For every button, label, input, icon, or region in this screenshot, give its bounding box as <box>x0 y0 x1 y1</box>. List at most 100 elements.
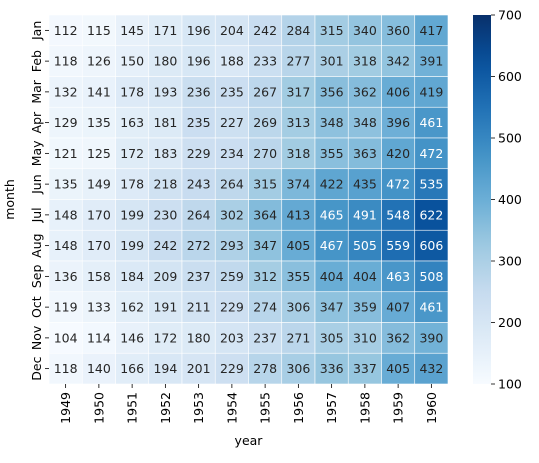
heatmap-cell <box>248 260 283 293</box>
heatmap-cell <box>115 229 150 262</box>
cell-value-label: 465 <box>320 207 344 222</box>
cell-value-label: 461 <box>419 300 443 315</box>
cell-value-label: 306 <box>286 361 310 376</box>
cell-value-label: 172 <box>120 146 144 161</box>
cell-value-label: 406 <box>386 84 410 99</box>
cell-value-label: 119 <box>54 300 78 315</box>
cell-value-label: 171 <box>153 23 177 38</box>
heatmap-cell <box>81 14 116 47</box>
cell-value-label: 267 <box>253 84 277 99</box>
colorbar-tick-label: 700 <box>498 8 522 23</box>
cell-value-label: 191 <box>153 300 177 315</box>
cell-value-label: 218 <box>153 177 177 192</box>
heatmap-cell <box>214 352 249 385</box>
cell-value-label: 203 <box>220 330 244 345</box>
cell-value-label: 194 <box>153 361 177 376</box>
heatmap-cell <box>414 199 449 231</box>
cell-value-label: 348 <box>353 115 377 130</box>
heatmap-cell <box>248 199 283 231</box>
cell-value-label: 199 <box>120 207 144 222</box>
heatmap-cell <box>314 168 349 200</box>
heatmap-cell <box>281 168 316 200</box>
cell-value-label: 121 <box>54 146 78 161</box>
heatmap-cell <box>115 14 150 47</box>
heatmap-cell <box>248 291 283 323</box>
cell-value-label: 277 <box>286 54 310 69</box>
heatmap-cell <box>48 106 83 139</box>
heatmap-cell <box>115 76 150 108</box>
cell-value-label: 318 <box>353 54 377 69</box>
cell-value-label: 229 <box>187 146 211 161</box>
cell-value-label: 360 <box>386 23 410 38</box>
heatmap-cell <box>148 76 183 108</box>
heatmap-cell <box>214 106 249 139</box>
cell-value-label: 622 <box>419 207 443 222</box>
heatmap-cell <box>414 229 449 262</box>
heatmap-cell <box>148 291 183 323</box>
heatmap-cell <box>181 291 216 323</box>
y-axis: Jan Feb Mar Apr May Jun Jul Aug Sep Oct Nov Dec <box>29 21 49 381</box>
heatmap-cell <box>48 260 83 293</box>
cell-value-label: 229 <box>220 361 244 376</box>
cell-value-label: 305 <box>320 330 344 345</box>
cell-value-label: 355 <box>320 146 344 161</box>
cell-value-label: 230 <box>153 207 177 222</box>
heatmap-cell <box>381 106 416 139</box>
cell-value-label: 405 <box>386 361 410 376</box>
cell-value-label: 342 <box>386 54 410 69</box>
heatmap-cell <box>347 14 382 47</box>
y-tick-label: Dec <box>29 356 44 380</box>
cell-value-label: 166 <box>120 361 144 376</box>
cell-value-label: 422 <box>320 177 344 192</box>
y-tick-label: Aug <box>29 233 44 257</box>
cell-value-label: 337 <box>353 361 377 376</box>
heatmap-cell <box>414 322 449 354</box>
cell-value-label: 188 <box>220 54 244 69</box>
heatmap-cell <box>214 168 249 200</box>
cell-value-label: 272 <box>187 238 211 253</box>
heatmap-cell <box>214 14 249 47</box>
heatmap-cell <box>314 260 349 293</box>
cell-value-label: 133 <box>87 300 111 315</box>
heatmap-cell <box>214 137 249 170</box>
heatmap-cell <box>48 229 83 262</box>
cell-value-label: 301 <box>320 54 344 69</box>
x-axis: 1949 1950 1951 1952 1953 1954 1955 1956 1957 1958… <box>58 384 439 424</box>
cell-value-label: 269 <box>253 115 277 130</box>
heatmap-cell <box>248 76 283 108</box>
cell-value-label: 315 <box>320 23 344 38</box>
heatmap-cell <box>381 322 416 354</box>
x-tick-label: 1956 <box>291 392 306 424</box>
cell-value-label: 374 <box>286 177 310 192</box>
cell-value-label: 184 <box>120 269 144 284</box>
cell-value-label: 129 <box>54 115 78 130</box>
cell-value-label: 348 <box>320 115 344 130</box>
cell-value-label: 390 <box>419 330 443 345</box>
heatmap-cell <box>48 322 83 354</box>
cell-value-label: 237 <box>253 330 277 345</box>
heatmap-cell <box>148 229 183 262</box>
y-tick-label: May <box>29 140 44 166</box>
heatmap-cell <box>115 106 150 139</box>
heatmap-cell <box>148 168 183 200</box>
heatmap-cell <box>115 352 150 385</box>
cell-value-label: 118 <box>54 54 78 69</box>
heatmap-cell <box>48 14 83 47</box>
heatmap-cell <box>181 229 216 262</box>
cell-value-label: 302 <box>220 207 244 222</box>
cell-value-label: 150 <box>120 54 144 69</box>
heatmap-cell <box>414 352 449 385</box>
heatmap-cell <box>248 106 283 139</box>
heatmap-cell <box>81 199 116 231</box>
cell-value-label: 413 <box>286 207 310 222</box>
heatmap-cell <box>214 45 249 77</box>
heatmap-cell <box>81 322 116 354</box>
heatmap-cell <box>347 45 382 77</box>
cell-value-label: 356 <box>320 84 344 99</box>
heatmap-cell <box>414 106 449 139</box>
y-tick-label: Jun <box>29 174 44 195</box>
cell-value-label: 114 <box>87 330 111 345</box>
cell-value-label: 359 <box>353 300 377 315</box>
cell-value-label: 404 <box>353 269 377 284</box>
heatmap-cell <box>115 322 150 354</box>
